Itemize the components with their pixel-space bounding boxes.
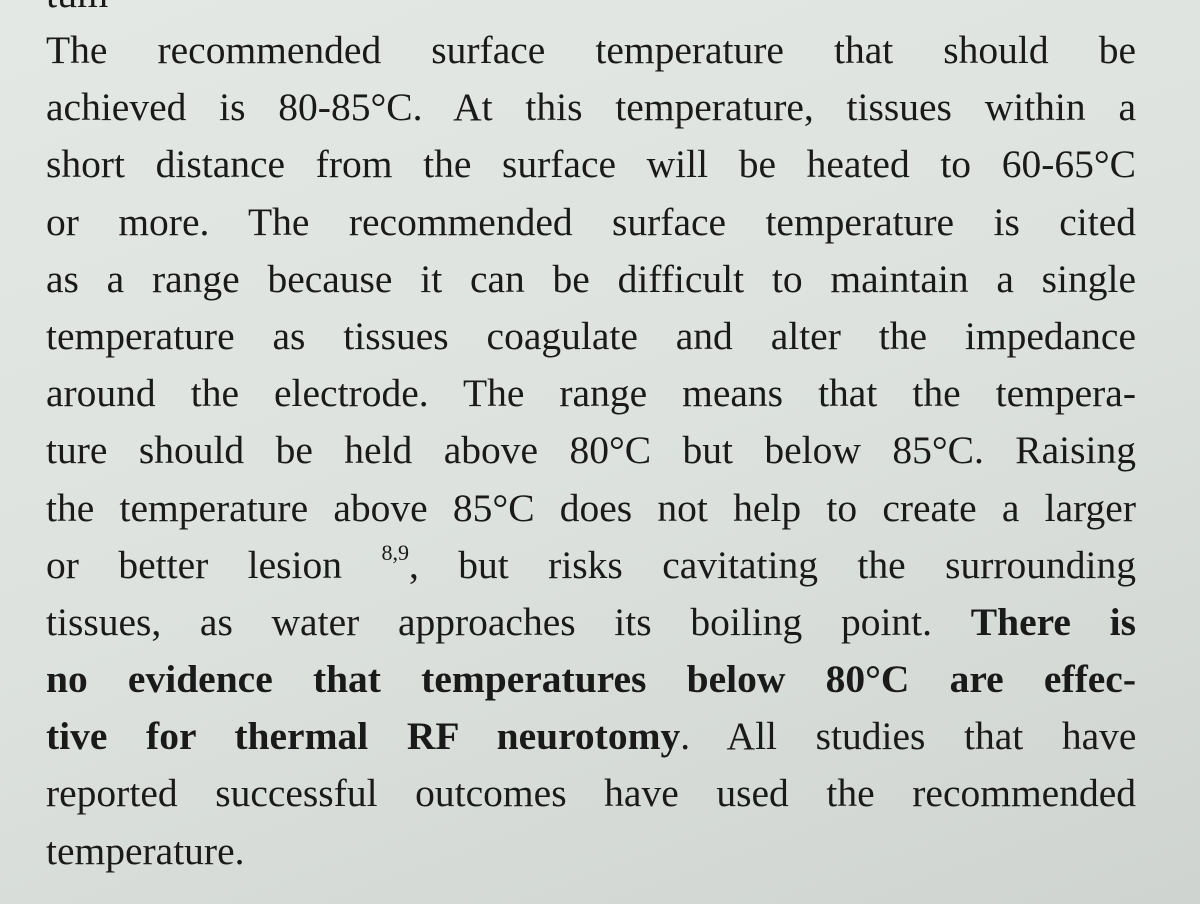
bold-emphasis: no evidence that temperatures below 80°C…	[46, 657, 1136, 702]
bold-emphasis: tive for thermal RF neurotomy	[46, 714, 681, 759]
text-run: tissues, as water approaches its boiling…	[46, 599, 971, 644]
text-line: no evidence that temperatures below 80°C…	[46, 651, 1136, 708]
text-line: the temperature above 85°C does not help…	[46, 485, 1136, 530]
bold-emphasis: There is	[970, 599, 1136, 644]
cut-off-text-fragment: tum	[46, 0, 108, 17]
text-line: around the electrode. The range means th…	[46, 371, 1136, 416]
text-run: or better lesion	[46, 542, 382, 587]
text-line: short distance from the surface will be …	[46, 142, 1136, 187]
text-line: temperature as tissues coagulate and alt…	[46, 313, 1136, 358]
text-line: or more. The recommended surface tempera…	[46, 199, 1136, 244]
text-line: achieved is 80-85°C. At this temperature…	[46, 85, 1136, 130]
text-run: , but risks cavitating the surrounding	[408, 542, 1136, 587]
text-run: . All studies that have	[680, 714, 1137, 759]
reference-superscript: 8,9	[381, 539, 409, 565]
text-line: tissues, as water approaches its boiling…	[46, 594, 1136, 651]
text-line: as a range because it can be difficult t…	[46, 256, 1136, 301]
text-line: reported successful outcomes have used t…	[46, 771, 1136, 816]
text-line: temperature.	[46, 828, 245, 873]
text-line: tive for thermal RF neurotomy. All studi…	[46, 708, 1136, 765]
text-line: ture should be held above 80°C but below…	[46, 428, 1136, 473]
book-paragraph: The recommended surface temperature that…	[46, 22, 1136, 880]
text-line: The recommended surface temperature that…	[46, 28, 1136, 72]
text-line: or better lesion 8,9, but risks cavitati…	[46, 537, 1136, 594]
